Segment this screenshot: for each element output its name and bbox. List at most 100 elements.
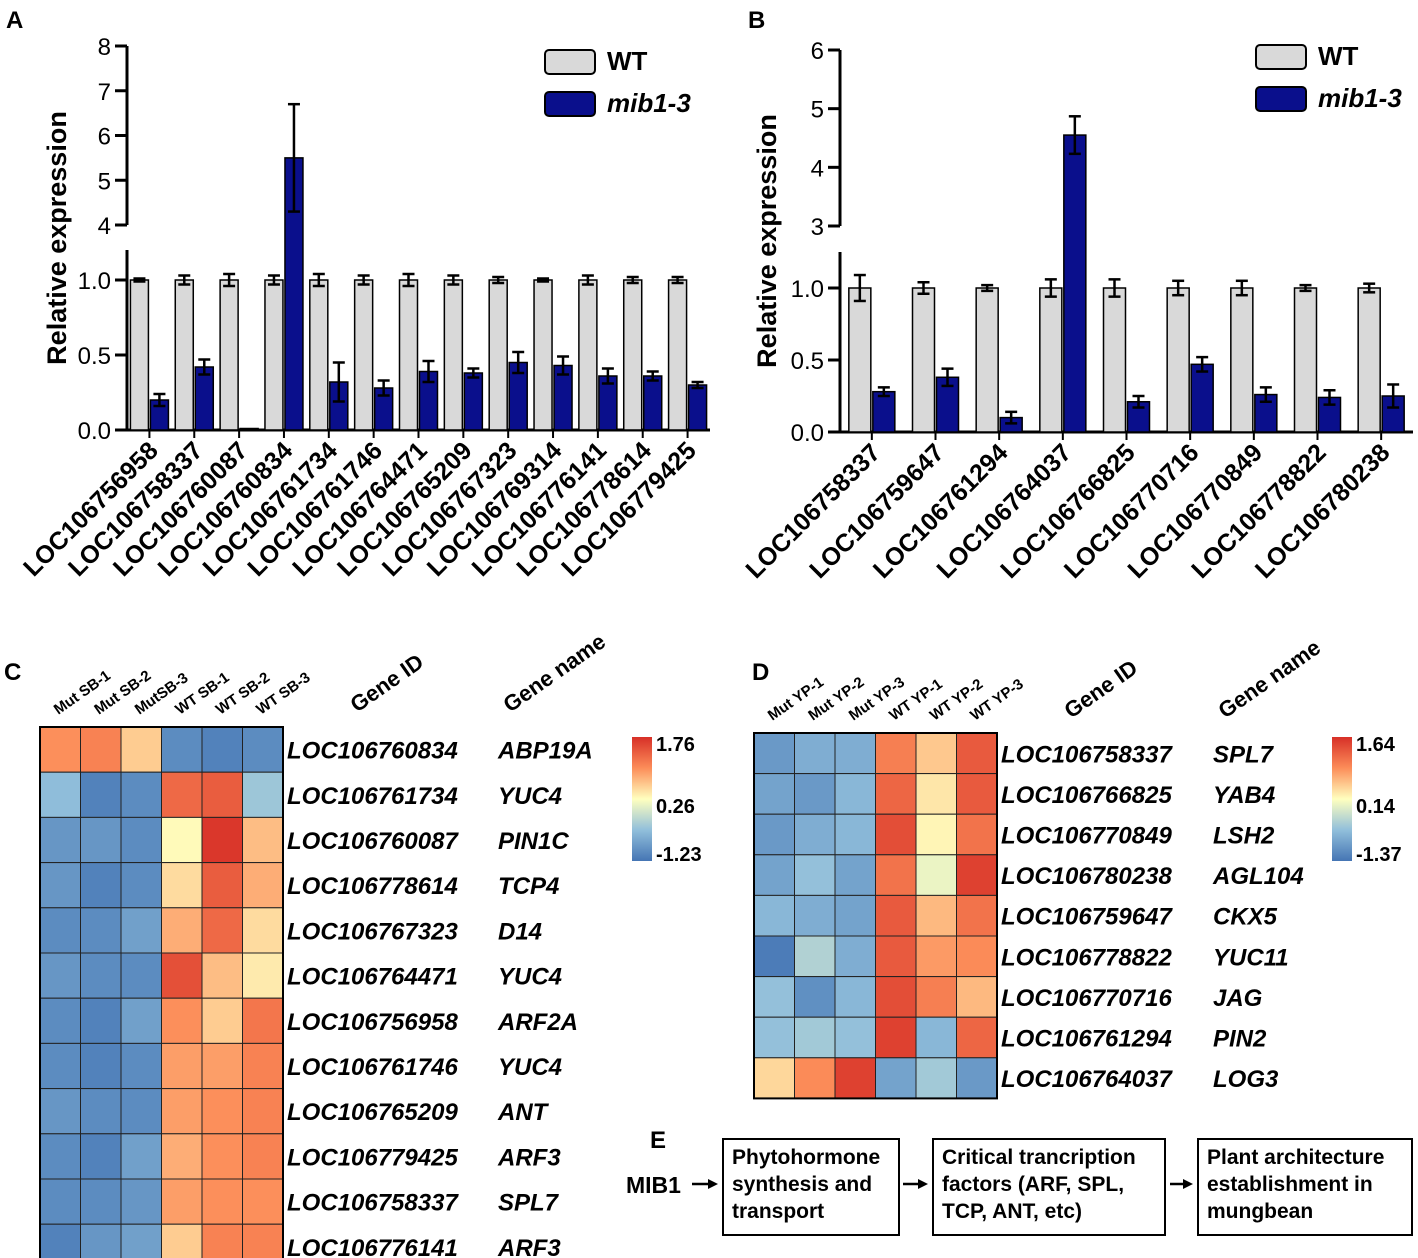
heatmap-cell [201, 952, 243, 999]
heatmap-cell [80, 771, 122, 818]
heatmap-cell [956, 1016, 998, 1059]
heatmap-cell [915, 773, 957, 815]
heatmap-cell [39, 1042, 81, 1090]
heatmap-cell [161, 1178, 203, 1225]
color-scale-label: 1.76 [656, 734, 695, 756]
gene-name-label: ARF2A [497, 1009, 578, 1036]
bar-wt [129, 279, 150, 431]
bar-mib1-3 [1190, 363, 1214, 433]
heatmap-cell [161, 1088, 203, 1135]
heatmap-cell [120, 816, 162, 864]
bar-mib1-3 [642, 375, 663, 431]
y-tick-label: 1.0 [78, 268, 111, 295]
gene-id-label: LOC106756958 [287, 1009, 458, 1036]
gene-name-label: SPL7 [498, 1190, 560, 1217]
heatmap-cell [80, 816, 122, 864]
heatmap-c: LOC106760834 ABP19A LOC106761734 YUC4 LOC106… [39, 629, 702, 1258]
y-tick-label: 5 [811, 97, 824, 124]
heatmap-cell [242, 907, 284, 954]
gene-name-label: YAB4 [1213, 782, 1275, 809]
gene-name-label: YUC11 [1213, 944, 1289, 971]
y-tick-label: 0.0 [791, 420, 824, 447]
gene-id-label: LOC106761746 [287, 1054, 458, 1081]
heatmap-cell [753, 732, 795, 775]
heatmap-cell [915, 1016, 957, 1059]
heatmap-cell [753, 976, 795, 1018]
gene-name-header: Gene name [499, 629, 610, 718]
legend-swatch-mib1-3 [544, 91, 596, 117]
bar-wt [264, 279, 284, 431]
heatmap-cell [956, 894, 998, 937]
bar-wt [1039, 287, 1063, 433]
heatmap-cell [915, 1057, 957, 1099]
heatmap-cell [201, 1088, 243, 1135]
heatmap-cell [39, 907, 81, 954]
bar-wt [578, 279, 598, 431]
gene-name-header: Gene name [1214, 635, 1325, 724]
heatmap-cell [161, 862, 203, 909]
heatmap-cell [201, 1223, 243, 1258]
heatmap-cell [834, 1016, 876, 1059]
gene-name-label: YUC4 [498, 1054, 562, 1081]
heatmap-cell [753, 854, 795, 896]
heatmap-cell [242, 1042, 284, 1090]
gene-name-label: ANT [497, 1099, 550, 1126]
gene-id-label: LOC106758337 [1001, 741, 1173, 768]
panel-label-d: D [752, 659, 769, 686]
heatmap-cell [80, 952, 122, 999]
gene-name-label: LOG3 [1213, 1066, 1279, 1093]
bar-wt [1357, 287, 1381, 433]
y-tick-label: 4 [811, 155, 824, 182]
heatmap-cell [201, 726, 243, 773]
heatmap-cell [242, 771, 284, 818]
legend-label-wt: WT [607, 46, 648, 76]
gene-id-label: LOC106770849 [1001, 823, 1172, 850]
heatmap-cell [80, 997, 122, 1044]
heatmap-cell [915, 894, 957, 937]
heatmap-cell [875, 1016, 917, 1059]
bar-wt [622, 279, 643, 431]
bar-mib1-3 [463, 372, 484, 431]
gene-id-label: LOC106776141 [287, 1235, 458, 1258]
heatmap-cell [39, 1178, 81, 1225]
heatmap-cell [39, 1133, 81, 1180]
heatmap-cell [80, 1042, 122, 1090]
heatmap-cell [875, 813, 917, 856]
heatmap-cell [915, 854, 957, 896]
gene-name-label: YUC4 [498, 783, 562, 810]
heatmap-cell [915, 813, 957, 856]
heatmap-cell [834, 935, 876, 978]
heatmap-cell [242, 862, 284, 909]
heatmap-cell [915, 935, 957, 978]
heatmap-cell [201, 1178, 243, 1225]
bar-wt [1102, 287, 1127, 433]
heatmap-cell [161, 771, 203, 818]
legend-swatch-mib1-3 [1255, 86, 1307, 112]
gene-id-label: LOC106764471 [287, 964, 458, 991]
bar-wt [309, 279, 329, 431]
gene-id-label: LOC106778822 [1001, 944, 1172, 971]
gene-id-label: LOC106764037 [1001, 1066, 1173, 1093]
heatmap-cell [80, 1088, 122, 1135]
bar-wt [1293, 287, 1318, 433]
y-tick-label: 7 [98, 79, 111, 106]
heatmap-cell [120, 1133, 162, 1180]
legend-label-mib1-3: mib1-3 [607, 88, 691, 118]
heatmap-cell [120, 726, 162, 773]
heatmap-cell [161, 1223, 203, 1258]
legend-swatch-wt [544, 49, 596, 75]
gene-id-label: LOC106766825 [1001, 782, 1172, 809]
heatmap-cell [753, 773, 795, 815]
heatmap-cell [39, 952, 81, 999]
y-tick-label: 0.5 [791, 348, 824, 375]
heatmap-cell [120, 997, 162, 1044]
heatmap-cell [39, 997, 81, 1044]
gene-id-label: LOC106767323 [287, 918, 458, 945]
gene-name-label: PIN1C [498, 828, 569, 855]
heatmap-cell [120, 1088, 162, 1135]
heatmap-cell [80, 726, 122, 773]
bar-mib1-3 [1063, 134, 1087, 433]
y-axis-title: Relative expression [42, 111, 72, 365]
heatmap-cell [956, 732, 998, 775]
